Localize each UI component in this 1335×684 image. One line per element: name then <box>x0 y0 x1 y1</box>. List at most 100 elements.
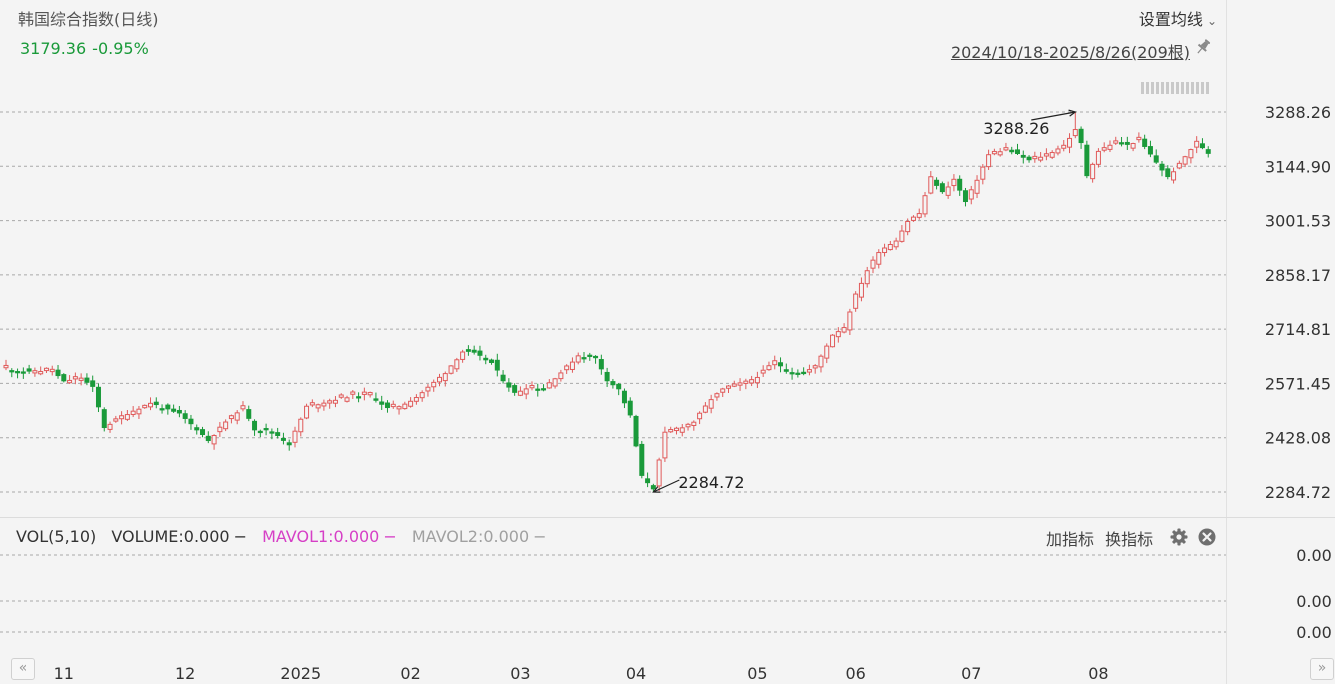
candle-body <box>517 390 523 396</box>
ruler-tick <box>1151 82 1154 94</box>
candle-body <box>737 382 743 386</box>
candle-body <box>882 247 888 254</box>
candle-body <box>1119 142 1125 145</box>
candle-body <box>1159 163 1165 171</box>
candle-body <box>332 399 338 404</box>
candle-body <box>552 378 558 387</box>
candle-body <box>864 270 870 285</box>
candle-body <box>1095 150 1101 165</box>
candle-body <box>471 349 477 353</box>
candle-body <box>402 403 408 410</box>
candle-body <box>1147 146 1153 155</box>
mavol2-line-marker: − <box>533 527 547 546</box>
candle-body <box>1142 138 1148 147</box>
y-tick-label: 2714.81 <box>1265 320 1331 339</box>
candle-body <box>113 418 119 422</box>
axis-divider <box>1226 0 1227 684</box>
candle-body <box>483 357 489 361</box>
candlestick-chart[interactable]: 3288.26 3144.90 3001.53 2858.17 2714.81 2571.… <box>0 60 1335 510</box>
ruler-tick <box>1161 82 1164 94</box>
candle-body <box>1176 162 1182 169</box>
gear-icon[interactable] <box>1170 528 1188 546</box>
candle-body <box>280 437 286 441</box>
ruler-tick <box>1171 82 1174 94</box>
candle-body <box>928 176 934 194</box>
settings-label: 设置均线 <box>1138 10 1203 29</box>
candle-body <box>749 379 755 384</box>
candle-body <box>1067 137 1073 148</box>
candle-body <box>656 459 662 487</box>
candle-body <box>500 374 506 382</box>
candle-body <box>506 382 512 388</box>
candle-body <box>1009 149 1015 153</box>
add-indicator-button[interactable]: 加指标 <box>1046 530 1095 549</box>
mavol2-value: MAVOL2:0.000 <box>411 527 530 546</box>
candle-body <box>361 391 367 395</box>
candle-body <box>957 178 963 191</box>
candle-body <box>945 186 951 196</box>
volume-legend: VOL(5,10) VOLUME:0.000− MAVOL1:0.000− MA… <box>16 527 547 546</box>
candle-body <box>148 402 153 408</box>
candle-body <box>1107 144 1113 150</box>
volume-y-tick-label: 0.00 <box>1296 623 1332 642</box>
candle-body <box>1084 144 1090 177</box>
y-tick-label: 2428.08 <box>1265 429 1331 448</box>
x-tick-label: 12 <box>175 664 195 683</box>
candle-body <box>1165 168 1171 178</box>
volume-value: VOLUME:0.000 <box>111 527 230 546</box>
candle-body <box>15 371 21 374</box>
candle-body <box>367 392 373 396</box>
candle-body <box>778 362 784 367</box>
candle-body <box>858 282 864 298</box>
moving-average-settings-button[interactable]: 设置均线 ⌄ <box>1139 6 1217 30</box>
ruler-tick <box>1141 82 1144 94</box>
double-chevron-right-icon[interactable]: » <box>1310 658 1334 680</box>
candle-body <box>673 427 679 432</box>
x-tick-label: 11 <box>54 664 74 683</box>
candle-body <box>772 360 778 366</box>
candle-body <box>489 359 495 364</box>
candle-body <box>1072 129 1078 137</box>
candle-body <box>182 413 188 419</box>
candle-body <box>246 409 252 419</box>
candle-body <box>32 370 38 374</box>
candle-body <box>309 402 315 406</box>
candle-body <box>119 415 125 420</box>
candle-body <box>743 380 749 384</box>
candle-body <box>575 355 581 363</box>
candle-body <box>188 418 194 425</box>
candle-body <box>165 404 171 410</box>
candle-body <box>1199 143 1205 149</box>
close-icon[interactable] <box>1198 528 1216 546</box>
indicator-tools: 加指标 换指标 <box>1046 526 1159 550</box>
candle-body <box>951 178 957 187</box>
candle-body <box>627 400 633 416</box>
candle-body <box>396 406 402 410</box>
ruler-tick <box>1156 82 1159 94</box>
price-quote: 3179.36 -0.95% <box>20 39 155 58</box>
candle-body <box>824 345 830 359</box>
candle-body <box>962 190 968 203</box>
candle-body <box>760 369 766 374</box>
ruler-tick <box>1166 82 1169 94</box>
candle-body <box>257 430 263 434</box>
candle-body <box>1130 142 1136 149</box>
panel-divider <box>0 517 1335 518</box>
ruler-tick <box>1191 82 1194 94</box>
candle-body <box>541 388 547 391</box>
candle-body <box>176 409 182 414</box>
candle-body <box>9 370 15 373</box>
candle-body <box>465 349 471 352</box>
ruler-tick <box>1201 82 1204 94</box>
double-chevron-left-icon[interactable]: « <box>11 658 35 680</box>
date-range-link[interactable]: 2024/10/18-2025/8/26(209根) <box>950 43 1190 62</box>
candle-body <box>593 355 599 359</box>
candle-body <box>356 396 362 399</box>
ruler-tick <box>1206 82 1209 94</box>
pin-icon[interactable] <box>1194 38 1212 56</box>
candle-body <box>408 400 414 407</box>
switch-indicator-button[interactable]: 换指标 <box>1105 530 1154 549</box>
candle-body <box>43 367 49 372</box>
x-axis: 11 12 2025 02 03 04 05 06 07 08 <box>54 664 1109 683</box>
ruler-tick <box>1146 82 1149 94</box>
